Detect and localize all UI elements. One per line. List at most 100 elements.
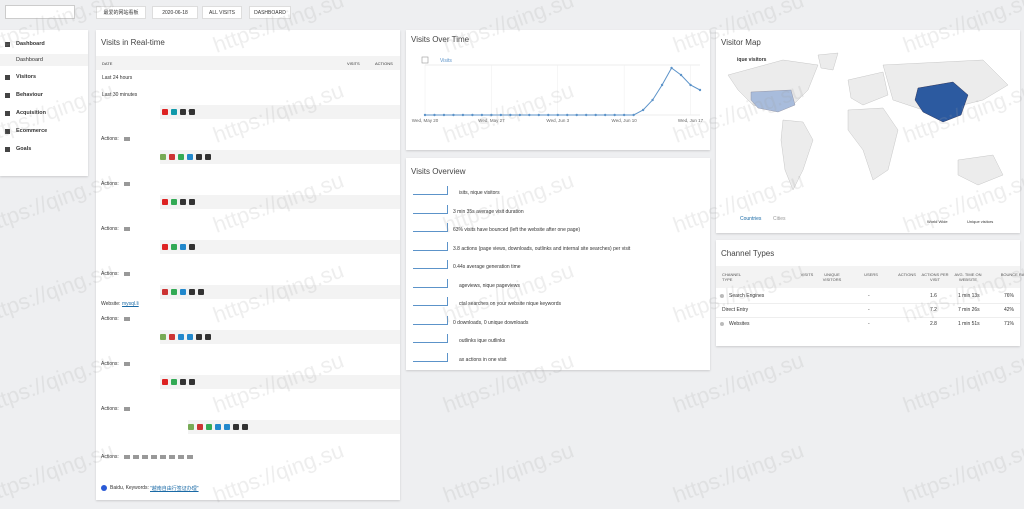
overview-row: ax actions in one visit: [459, 356, 507, 363]
point: [442, 113, 446, 117]
cell: -: [868, 293, 870, 299]
action-icon: [151, 455, 157, 459]
point: [632, 113, 635, 117]
nav-item[interactable]: Goals: [16, 146, 32, 152]
visitor-card: [96, 420, 188, 442]
sparkline: [413, 260, 448, 269]
referrer-icon: [101, 485, 107, 491]
active-item: [0, 54, 88, 66]
nav-icon: [5, 93, 10, 98]
cell: Websites: [729, 321, 750, 327]
site-selector[interactable]: 最爱的网站看板: [96, 6, 146, 19]
keyword[interactable]: "越南自由行签证办理": [150, 486, 199, 492]
nav-item[interactable]: Acquisition: [16, 110, 46, 116]
legend-icon: [421, 56, 429, 64]
actions-label: Actions:: [101, 136, 119, 142]
point: [471, 113, 474, 117]
channel-types-widget: [716, 240, 1020, 346]
column-header: USERS: [864, 272, 878, 277]
widget-title: Channel Types: [721, 249, 775, 258]
countries-link[interactable]: Countries: [740, 216, 762, 222]
visitor-card: [96, 285, 160, 303]
visit-icon: [180, 109, 186, 115]
visit-icon: [187, 154, 193, 160]
column-header: ACTIONS: [898, 272, 916, 277]
nav-item[interactable]: Ecommerce: [16, 128, 48, 134]
point: [641, 108, 645, 112]
sparkline: [413, 352, 448, 362]
nav-icon: [5, 75, 10, 80]
visitor-card: [96, 105, 160, 123]
overview-row: 3 min 35s average visit duration: [453, 208, 524, 215]
visit-icon: [171, 289, 177, 295]
x-tick-label: Wed, Jun 10: [612, 118, 638, 123]
point: [670, 66, 673, 70]
sparkline: [413, 278, 448, 288]
action-icon: [133, 455, 139, 459]
overview-row: 0.44s average generation time: [453, 264, 521, 270]
nav-item[interactable]: Visitors: [16, 74, 37, 80]
row-icon: [720, 294, 724, 298]
segment-selector[interactable]: ALL VISITS: [202, 6, 242, 19]
country-us[interactable]: [750, 89, 796, 113]
actions-label: Actions:: [101, 454, 119, 460]
action-icon: [142, 455, 148, 459]
map-metric: ique visitors: [737, 57, 767, 63]
metric-select[interactable]: Unique visitors: [967, 219, 994, 224]
point: [622, 113, 626, 117]
point: [499, 113, 503, 117]
column-header: ACTIONS: [375, 61, 393, 66]
action-icon: [160, 455, 166, 459]
column-header: BOUNCE RATE: [1000, 272, 1024, 277]
visit-icon: [169, 334, 175, 340]
watermark: https://qing.su: [899, 347, 1024, 418]
table-header: [716, 266, 1020, 288]
visit-icon: [160, 334, 166, 340]
visit-icon: [224, 424, 230, 430]
widget-title: Visitor Map: [721, 38, 761, 47]
widget-title: Visits in Real-time: [101, 38, 165, 47]
website-link[interactable]: mysql.li: [122, 301, 139, 307]
column-header: VISITS: [347, 61, 360, 66]
action-icon: [178, 455, 184, 459]
nav-item[interactable]: Dashboard: [16, 57, 43, 63]
action-icon: [124, 182, 130, 186]
point: [556, 113, 559, 117]
point: [537, 113, 540, 117]
cell: 7.2: [930, 307, 937, 313]
visits-overview-widget: [406, 158, 710, 370]
point: [698, 88, 702, 92]
visit-icon: [178, 334, 184, 340]
nav-item[interactable]: Behaviour: [16, 92, 43, 98]
visit-icon: [189, 199, 195, 205]
cell: -: [868, 321, 870, 327]
nav-item[interactable]: Dashboard: [16, 41, 45, 47]
dashboard-selector[interactable]: DASHBOARD: [249, 6, 291, 19]
action-icon: [124, 137, 130, 141]
visit-icon: [162, 109, 168, 115]
point: [566, 113, 569, 117]
column-header: UNIQUE VISITORS: [822, 272, 842, 282]
overview-row: outlinks ique outlinks: [459, 338, 506, 344]
visit-row: [96, 195, 400, 209]
country-china[interactable]: [914, 81, 969, 123]
first-visit-extra: 405: [188, 108, 195, 113]
actions-label: Actions:: [101, 406, 119, 412]
overview-row: ageviews, nique pageviews: [459, 282, 520, 289]
region-select[interactable]: World Wide: [927, 219, 948, 224]
overview-row: 3.8 actions (page views, downloads, outl…: [453, 245, 631, 252]
visit-icon: [171, 109, 177, 115]
visit-row: [96, 150, 400, 164]
sparkline: [413, 204, 448, 214]
watermark: https://qing.su: [669, 437, 807, 508]
row-divider: [716, 303, 1020, 304]
x-tick-label: Wed, Jun 17: [678, 118, 704, 123]
visit-icon: [162, 379, 168, 385]
cities-link[interactable]: Cities: [773, 216, 786, 222]
visit-icon: [205, 154, 211, 160]
visit-row: [96, 375, 400, 389]
search-box[interactable]: [5, 5, 75, 19]
action-icon: [169, 455, 175, 459]
date-selector[interactable]: 2020-06-18: [152, 6, 198, 19]
